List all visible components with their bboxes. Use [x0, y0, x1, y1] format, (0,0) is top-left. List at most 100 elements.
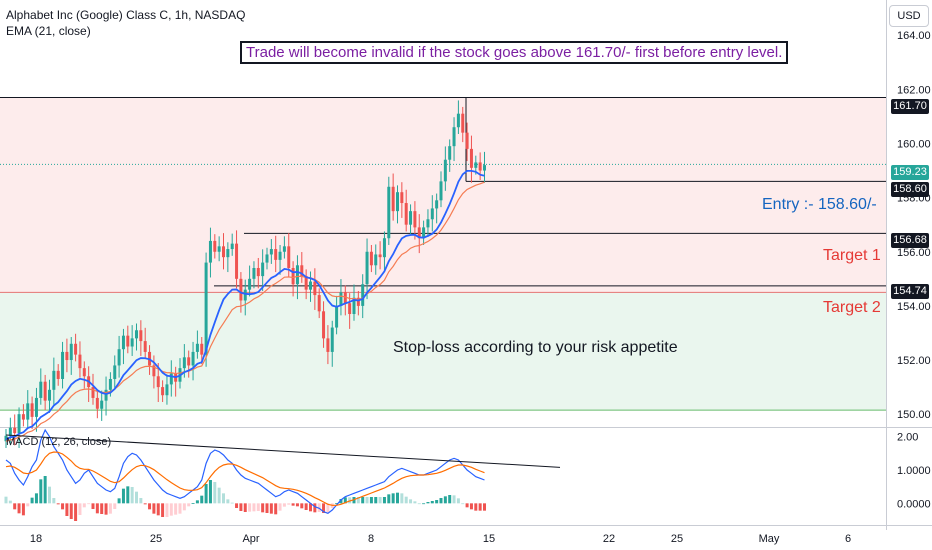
candle-body: [439, 181, 443, 201]
ema-line: [5, 181, 485, 442]
macd-histogram-bar: [282, 503, 286, 507]
candle-body: [304, 276, 308, 290]
macd-histogram-bar: [300, 503, 304, 509]
macd-histogram-bar: [417, 503, 421, 505]
macd-histogram-bar: [4, 496, 8, 504]
macd-histogram-bar: [195, 500, 199, 504]
macd-histogram-bar: [17, 503, 21, 514]
candle-body: [91, 387, 95, 398]
candle-body: [274, 249, 278, 260]
candle-body: [300, 265, 304, 277]
macd-histogram-bar: [287, 503, 291, 505]
macd-histogram-bar: [39, 479, 43, 504]
candle-body: [378, 254, 382, 258]
macd-histogram-bar: [165, 503, 169, 517]
candle-body: [369, 251, 373, 266]
candle-body: [374, 254, 378, 266]
macd-histogram-bar: [456, 498, 460, 504]
resistance-price-tag: 161.70: [891, 99, 929, 114]
candle-body: [391, 186, 395, 212]
macd-histogram-bar: [187, 503, 191, 507]
macd-histogram-bar: [469, 503, 473, 510]
candle-body: [261, 262, 265, 277]
candle-body: [100, 400, 104, 409]
candle-body: [156, 376, 160, 388]
macd-histogram-bar: [378, 497, 382, 504]
macd-histogram-bar: [291, 503, 295, 506]
macd-histogram-bar: [252, 503, 256, 512]
candle-body: [413, 211, 417, 228]
macd-histogram-bar: [204, 484, 208, 504]
macd-histogram-bar: [148, 503, 152, 510]
macd-histogram-bar: [443, 496, 447, 504]
macd-histogram-bar: [304, 503, 308, 510]
entry-note: Entry :- 158.60/-: [762, 196, 877, 213]
candle-body: [387, 186, 391, 239]
macd-histogram-bar: [448, 495, 452, 504]
candle-body: [339, 292, 343, 306]
time-tick-label: 6: [845, 533, 851, 545]
candle-body: [452, 127, 456, 147]
macd-histogram-bar: [161, 503, 165, 517]
macd-histogram-bar: [235, 503, 239, 508]
candle-body: [130, 338, 134, 347]
macd-histogram-bar: [474, 503, 478, 511]
candle-body: [348, 303, 352, 315]
candle-body: [322, 311, 326, 339]
macd-histogram-bar: [483, 503, 486, 511]
candle-body: [226, 249, 230, 258]
candle-body: [121, 335, 125, 350]
candle-body: [48, 389, 51, 401]
candle-body: [52, 370, 56, 390]
macd-histogram-bar: [365, 497, 369, 504]
candle-body: [461, 113, 465, 133]
macd-histogram-bar: [174, 503, 178, 515]
macd-histogram-bar: [95, 503, 99, 514]
macd-histogram-bar: [239, 503, 243, 511]
candle-body: [17, 414, 21, 434]
time-tick-label: 8: [368, 533, 374, 545]
candle-body: [26, 403, 30, 420]
candle-body: [8, 427, 12, 436]
candle-body: [352, 297, 356, 315]
candle-body: [139, 330, 143, 342]
candle-body: [248, 278, 252, 290]
chart-title: Alphabet Inc (Google) Class C, 1h, NASDA…: [6, 8, 246, 22]
macd-histogram-bar: [213, 482, 217, 504]
candle-body: [409, 211, 413, 225]
candle-body: [469, 148, 473, 168]
macd-histogram-bar: [413, 501, 417, 504]
reward-zone: [0, 292, 886, 411]
candle-body: [108, 378, 112, 390]
macd-histogram-bar: [21, 503, 25, 516]
macd-histogram-bar: [422, 503, 426, 505]
macd-histogram-bar: [143, 503, 147, 505]
macd-histogram-bar: [478, 503, 482, 511]
price-tick-label: 154.00: [897, 301, 931, 313]
candle-body: [169, 373, 173, 385]
currency-button[interactable]: USD: [889, 5, 929, 27]
candle-body: [65, 351, 69, 361]
macd-histogram-bar: [91, 503, 95, 509]
candle-body: [104, 389, 108, 401]
candle-body: [21, 414, 25, 420]
macd-histogram-bar: [87, 503, 91, 505]
candle-body: [356, 297, 360, 306]
time-tick-label: Apr: [242, 533, 259, 545]
fast-average-line: [5, 170, 485, 441]
macd-histogram-bar: [217, 487, 221, 504]
candle-body: [217, 246, 221, 252]
macd-histogram-bar: [295, 503, 299, 507]
macd-histogram-bar: [152, 503, 156, 514]
macd-histogram-bar: [56, 503, 60, 505]
macd-histogram-bar: [104, 503, 108, 515]
candle-body: [448, 146, 452, 160]
macd-tick-label: 0.0000: [897, 498, 931, 510]
macd-histogram-bar: [69, 503, 73, 519]
candle-body: [243, 289, 247, 301]
macd-indicator-label: MACD (12, 26, close): [6, 436, 112, 448]
candle-body: [39, 381, 43, 398]
macd-histogram-bar: [387, 494, 391, 504]
price-tick-label: 150.00: [897, 409, 931, 421]
